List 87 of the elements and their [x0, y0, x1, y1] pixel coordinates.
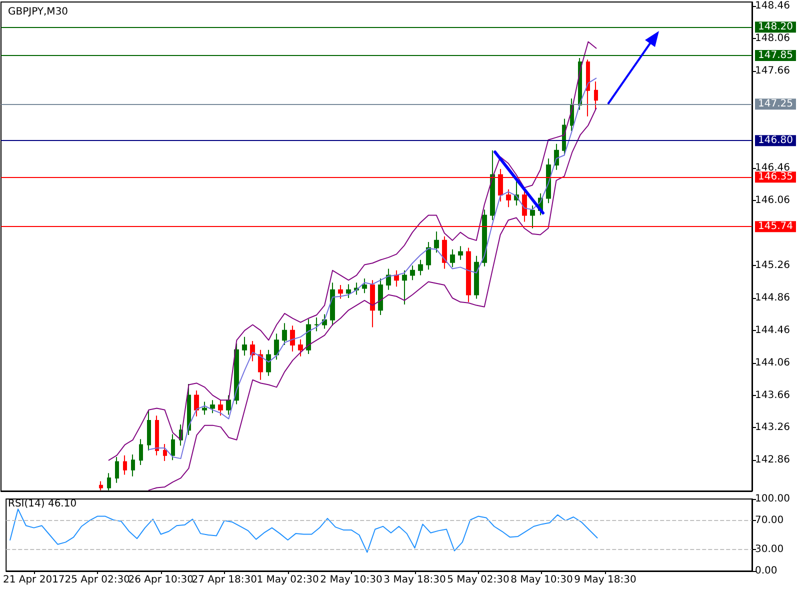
ref-line-label: 146.35	[758, 172, 793, 183]
candlestick	[410, 265, 415, 281]
line-series	[108, 41, 597, 461]
x-tick-label: 3 May 18:30	[384, 574, 446, 586]
candlestick	[187, 383, 191, 436]
y-tick-label: 147.66	[755, 65, 790, 76]
chart-title: GBPJPY,M30	[8, 6, 68, 18]
y-tick-label: 70.00	[755, 515, 784, 526]
candlestick	[370, 280, 375, 328]
candlestick	[234, 342, 239, 405]
candlestick	[522, 190, 527, 222]
y-tick-label: 143.26	[755, 422, 790, 434]
y-tick-label: 144.06	[755, 357, 790, 368]
y-tick-label: 0.00	[755, 566, 778, 576]
y-tick-label: 148.46	[755, 0, 790, 12]
candlestick	[131, 454, 135, 477]
ref-line-label: 147.85	[758, 50, 793, 62]
candlestick	[202, 401, 207, 416]
y-tick-label: 142.86	[755, 454, 790, 466]
y-tick-label: 30.00	[755, 544, 784, 555]
candlestick	[258, 349, 263, 380]
candlestick	[594, 80, 598, 110]
y-tick-label: 144.86	[755, 292, 790, 304]
candlestick	[99, 480, 103, 491]
candlestick	[530, 205, 535, 229]
x-tick-label: 26 Apr 10:30	[128, 574, 194, 586]
ref-line-label: 146.80	[758, 135, 793, 146]
x-tick-label: 2 May 10:30	[320, 574, 382, 586]
candlestick	[378, 278, 383, 316]
candlestick	[274, 333, 279, 360]
line-series	[10, 508, 598, 553]
candlestick	[338, 284, 343, 300]
y-tick-label: 144.46	[755, 324, 790, 336]
candlestick	[442, 236, 447, 270]
candlestick	[250, 340, 255, 362]
candlestick	[155, 415, 159, 456]
x-tick-label: 5 May 02:30	[447, 574, 510, 586]
candlestick	[490, 150, 495, 221]
candlestick	[171, 434, 175, 461]
candlestick	[107, 472, 111, 491]
candlestick	[314, 316, 319, 332]
candlestick	[218, 400, 223, 416]
ref-line-label: 147.25	[758, 98, 793, 110]
candlestick	[506, 188, 511, 208]
candlestick	[586, 59, 590, 117]
candlestick	[298, 338, 303, 357]
candlestick	[266, 349, 271, 376]
candlestick	[362, 278, 367, 294]
candlestick	[474, 255, 479, 300]
candlestick	[466, 247, 471, 303]
candlestick	[346, 284, 351, 298]
candlestick	[322, 314, 327, 330]
candlestick	[290, 325, 295, 352]
candlestick	[306, 318, 311, 354]
y-tick-label: 148.06	[755, 32, 790, 44]
candlestick	[115, 456, 119, 484]
chart-title: RSI(14) 46.10	[8, 498, 77, 510]
candlestick	[402, 270, 407, 305]
candlestick	[163, 443, 167, 462]
candlestick	[210, 400, 215, 414]
candlestick	[282, 322, 287, 346]
candlestick	[458, 246, 463, 260]
candlestick	[226, 394, 231, 416]
x-tick-label: 27 Apr 18:30	[192, 574, 257, 586]
candlestick	[450, 248, 455, 268]
candlestick	[330, 282, 335, 326]
candlestick	[394, 270, 399, 288]
y-tick-label: 100.00	[755, 494, 790, 504]
candlestick	[426, 242, 431, 270]
x-tick-label: 1 May 02:30	[256, 574, 319, 586]
y-tick-label: 145.26	[755, 260, 790, 272]
x-tick-label: 25 Apr 02:30	[64, 574, 130, 586]
candlestick	[123, 454, 127, 476]
candlestick	[194, 390, 199, 417]
candlestick	[434, 231, 439, 254]
ref-line-label: 145.74	[758, 221, 793, 232]
candlestick	[242, 336, 247, 356]
candlestick	[147, 409, 151, 451]
y-tick-label: 146.06	[755, 195, 790, 206]
y-tick-label: 143.66	[755, 390, 790, 401]
x-tick-label: 8 May 10:30	[510, 574, 573, 586]
candlestick	[139, 438, 143, 466]
x-tick-label: 21 Apr 2017	[2, 574, 65, 586]
ref-line-label: 148.20	[758, 22, 793, 33]
x-tick-label: 9 May 18:30	[574, 574, 636, 586]
candlestick	[482, 209, 487, 267]
candlestick	[418, 259, 423, 276]
